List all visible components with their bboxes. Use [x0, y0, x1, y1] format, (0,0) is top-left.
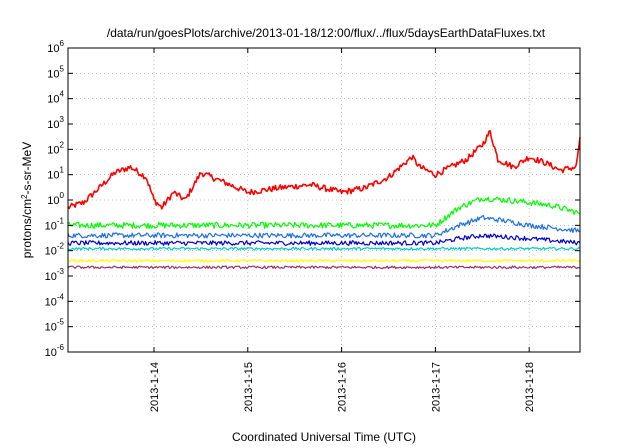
grid [68, 48, 580, 352]
y-ticks: 10-610-510-410-310-210-11001011021031041… [45, 39, 580, 359]
y-tick-label: 10-2 [45, 242, 65, 258]
y-tick-exponent: -4 [57, 292, 65, 301]
x-tick-label: 2013-1-17 [430, 362, 442, 412]
x-tick-label: 2013-1-18 [524, 362, 536, 412]
chart-title: /data/run/goesPlots/archive/2013-01-18/1… [107, 26, 546, 40]
y-tick-base: 10 [45, 220, 57, 232]
y-tick-exponent: -3 [57, 267, 65, 276]
series-group [67, 129, 581, 270]
y-tick-label: 103 [47, 115, 64, 131]
series-line [67, 129, 581, 210]
y-tick-exponent: 2 [60, 140, 65, 149]
y-tick-exponent: -2 [57, 242, 65, 251]
y-tick-base: 10 [47, 144, 59, 156]
y-axis-label-sup: 2 [20, 194, 29, 199]
y-tick-label: 101 [47, 166, 64, 182]
y-tick-base: 10 [45, 322, 57, 334]
x-ticks: 2013-1-14 2013-1-15 2013-1-16 2013-1-17 2013… [149, 48, 536, 412]
y-tick-label: 100 [47, 191, 64, 207]
y-tick-label: 10-6 [45, 343, 65, 359]
y-tick-base: 10 [45, 347, 57, 359]
series-line [67, 258, 581, 263]
series-line [67, 196, 581, 229]
y-tick-exponent: 1 [60, 166, 65, 175]
y-tick-base: 10 [47, 94, 59, 106]
y-tick-label: 10-3 [45, 267, 65, 283]
y-tick-exponent: 6 [60, 39, 65, 48]
series-line [67, 265, 581, 270]
y-axis-label-pre: protons/cm [20, 199, 34, 258]
y-tick-base: 10 [47, 170, 59, 182]
y-tick-label: 105 [47, 64, 64, 80]
y-tick-base: 10 [47, 119, 59, 131]
y-tick-exponent: -5 [57, 318, 65, 327]
y-tick-exponent: -1 [57, 216, 65, 225]
y-tick-base: 10 [45, 246, 57, 258]
y-tick-base: 10 [47, 195, 59, 207]
y-tick-exponent: 4 [60, 90, 65, 99]
series-line [67, 233, 581, 246]
y-tick-label: 10-5 [45, 318, 65, 334]
y-tick-label: 10-1 [45, 216, 65, 232]
y-tick-label: 104 [47, 90, 64, 106]
series-line [67, 246, 581, 251]
y-axis-label: protons/cm2-s-sr-MeV [20, 142, 35, 258]
y-tick-exponent: 5 [60, 64, 65, 73]
y-tick-label: 10-4 [45, 292, 65, 308]
x-tick-label: 2013-1-15 [243, 362, 255, 412]
y-axis-label-post: -s-sr-MeV [20, 142, 34, 195]
x-axis-label: Coordinated Universal Time (UTC) [232, 430, 416, 444]
y-tick-exponent: 3 [60, 115, 65, 124]
y-tick-exponent: -6 [57, 343, 65, 352]
series-line [67, 215, 581, 239]
y-tick-base: 10 [45, 296, 57, 308]
y-tick-base: 10 [45, 271, 57, 283]
y-tick-label: 102 [47, 140, 64, 156]
x-tick-label: 2013-1-16 [337, 362, 349, 412]
y-tick-base: 10 [47, 68, 59, 80]
y-tick-exponent: 0 [60, 191, 65, 200]
x-tick-label: 2013-1-14 [149, 362, 161, 412]
y-tick-base: 10 [47, 43, 59, 55]
y-tick-label: 106 [47, 39, 64, 55]
